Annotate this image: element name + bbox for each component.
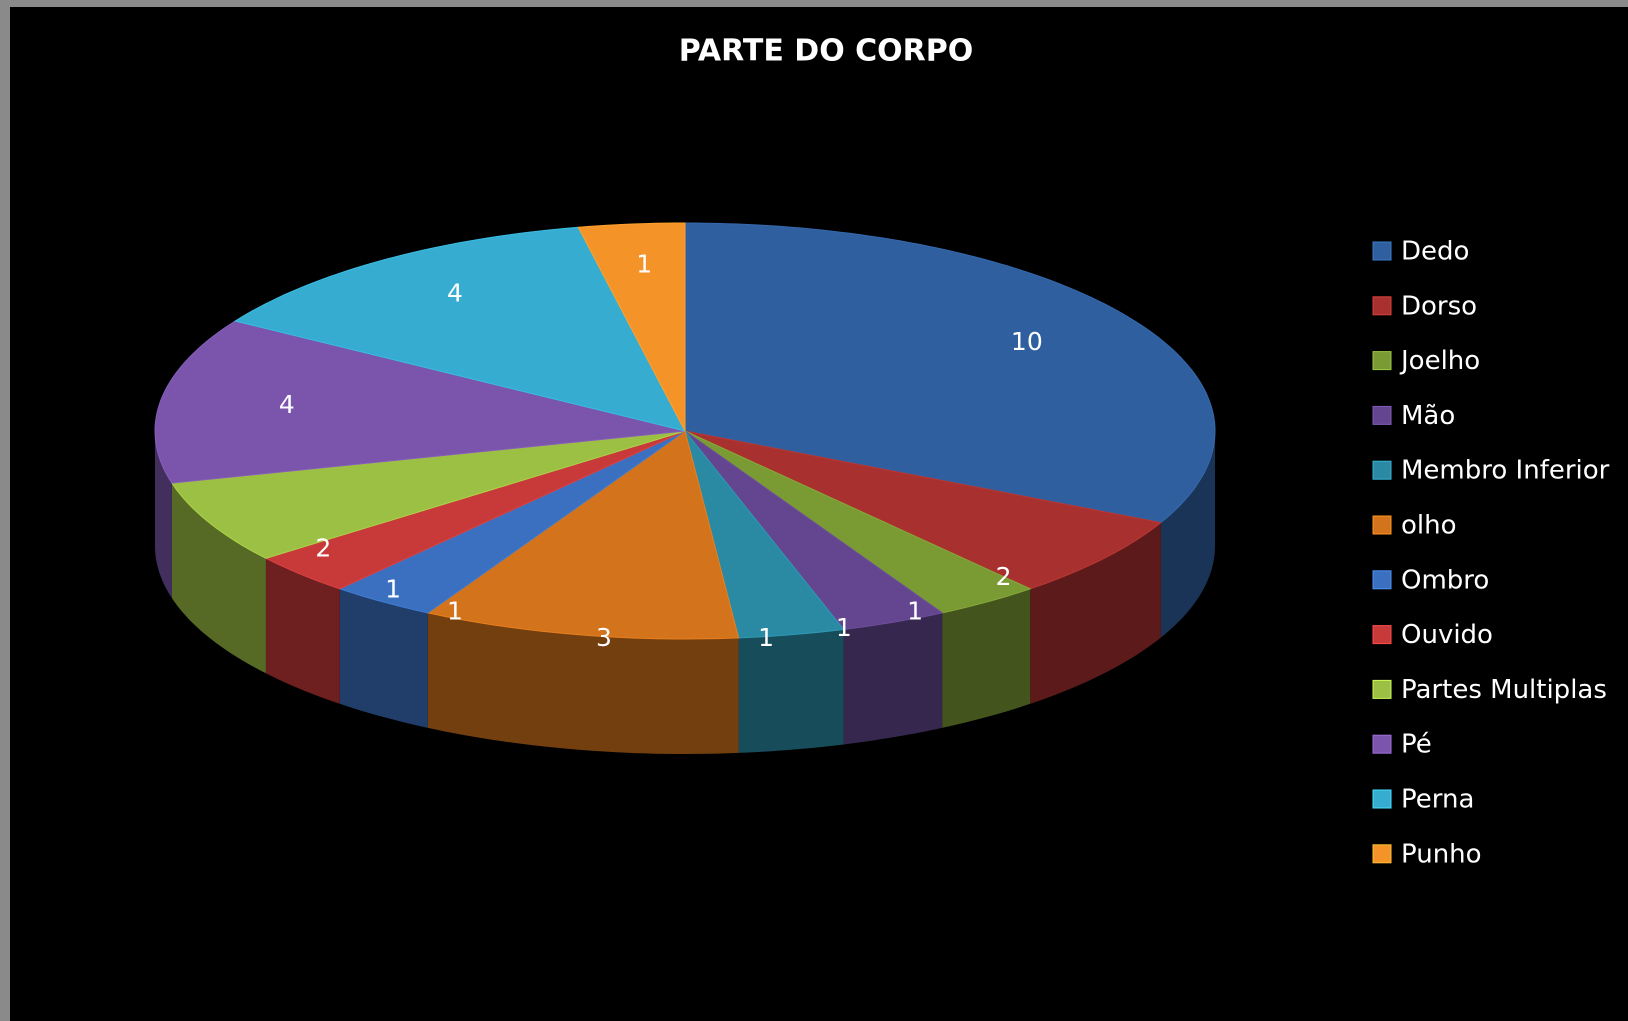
value-label: 1 (907, 597, 923, 626)
value-label: 10 (1011, 327, 1043, 356)
value-label: 1 (447, 597, 463, 626)
legend-text: Partes Multiplas (1401, 675, 1607, 705)
value-label: 2 (996, 562, 1012, 591)
value-label: 1 (758, 623, 774, 652)
pie-side (339, 588, 428, 728)
legend-text: Perna (1401, 785, 1474, 815)
legend-swatch (1372, 296, 1392, 316)
legend-swatch (1372, 515, 1392, 535)
pie-slice (684, 430, 1162, 590)
pie-side (738, 629, 844, 753)
pie-slice (338, 430, 686, 614)
legend-text: Membro Inferior (1401, 456, 1610, 486)
pie-side (155, 431, 172, 599)
value-label: 2 (315, 533, 331, 562)
pie-slice (684, 430, 1032, 614)
legend-text: olho (1401, 511, 1457, 541)
pie-side (265, 558, 340, 704)
legend-text: Ouvido (1401, 620, 1493, 650)
value-label: 3 (596, 623, 612, 652)
value-label: 1 (836, 613, 852, 642)
pie-slice (154, 320, 686, 484)
legend-swatch (1372, 844, 1392, 864)
value-label: 1 (385, 575, 401, 604)
legend-swatch (1372, 789, 1392, 809)
chart-title: PARTE DO CORPO (679, 34, 974, 69)
pie-slice (577, 222, 686, 432)
legend-text: Ombro (1401, 565, 1489, 595)
pie-side (1160, 431, 1215, 638)
legend-swatch (1372, 679, 1392, 699)
legend-text: Joelho (1399, 346, 1480, 376)
legend-text: Punho (1401, 839, 1482, 869)
pie-side (427, 612, 739, 754)
pie-side (942, 588, 1031, 728)
pie-slice (684, 222, 1216, 524)
legend-swatch (1372, 734, 1392, 754)
legend-text: Dorso (1401, 291, 1477, 321)
pie-side (1030, 522, 1161, 704)
legend-swatch (1372, 570, 1392, 590)
legend-text: Mão (1401, 401, 1455, 431)
legend-swatch (1372, 625, 1392, 645)
pie-side (843, 612, 943, 745)
value-label: 1 (636, 249, 652, 278)
legend-text: Dedo (1401, 237, 1469, 267)
pie-slice (684, 430, 845, 639)
value-label: 4 (447, 278, 463, 307)
pie-slice (426, 430, 740, 640)
legend-swatch (1372, 405, 1392, 425)
pie-slice (264, 430, 686, 590)
value-label: 4 (279, 390, 295, 419)
legend-swatch (1372, 241, 1392, 261)
pie-slice (684, 430, 944, 631)
legend-swatch (1372, 351, 1392, 371)
legend-text: Pé (1401, 730, 1432, 760)
pie-slice (171, 430, 686, 559)
pie-slice (233, 226, 686, 432)
legend-swatch (1372, 460, 1392, 480)
pie-side (171, 483, 266, 674)
